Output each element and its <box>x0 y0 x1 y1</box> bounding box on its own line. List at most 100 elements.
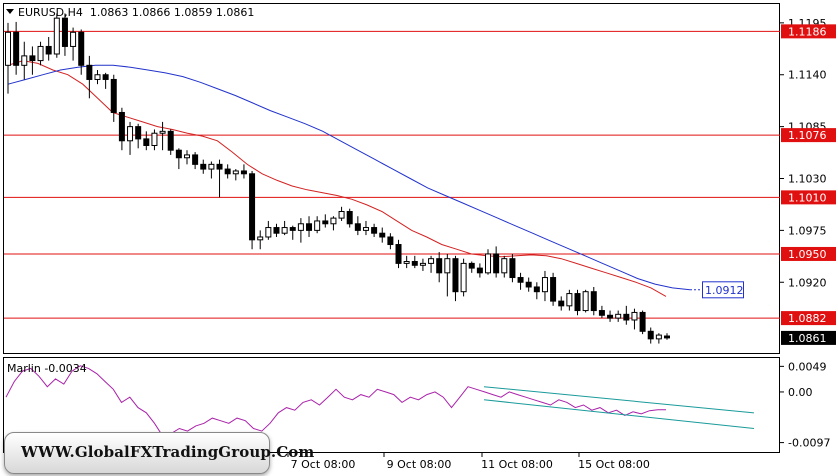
osc-tick-label: 0.00 <box>788 386 813 399</box>
candle <box>354 216 361 236</box>
time-axis: 7 Oct 08:00 9 Oct 08:00 11 Oct 08:00 15 Oct… <box>287 452 650 471</box>
candle <box>273 223 280 237</box>
candle <box>61 13 68 56</box>
candle <box>541 270 548 302</box>
candle <box>257 230 264 250</box>
symbol-header: EURUSD,H4 1.0863 1.0866 1.0859 1.0861 <box>18 6 254 19</box>
candle <box>135 123 142 149</box>
candle <box>574 289 581 316</box>
candle <box>94 70 101 85</box>
candle <box>362 220 369 236</box>
indicator-header: Marlin -0.0034 <box>7 362 87 375</box>
dropdown-triangle-icon[interactable] <box>6 9 14 14</box>
candle <box>330 216 337 231</box>
time-tick-label: 15 Oct 08:00 <box>578 458 650 471</box>
candle <box>102 72 109 89</box>
candle <box>297 218 304 243</box>
candle <box>53 13 60 58</box>
candle <box>249 170 256 250</box>
candle <box>208 161 215 179</box>
horizontal-levels <box>4 30 780 319</box>
candle <box>265 220 272 240</box>
candle <box>485 249 492 275</box>
level-label: 1.1010 <box>788 191 827 204</box>
candle <box>240 164 247 179</box>
price-tick-label: 1.0920 <box>788 276 827 289</box>
candle <box>493 246 500 278</box>
osc-tick-label: 0.0049 <box>788 360 827 373</box>
ma-slow-value-label: 1.0912 <box>705 284 744 297</box>
candle <box>639 310 646 335</box>
candle <box>403 255 410 269</box>
level-badge <box>781 128 836 143</box>
candle <box>216 159 223 198</box>
candle <box>468 261 475 273</box>
candle <box>183 150 190 165</box>
candle <box>159 121 166 151</box>
channel-upper-line[interactable] <box>483 386 755 414</box>
level-label: 1.1186 <box>788 25 827 38</box>
time-tick-label: 11 Oct 08:00 <box>481 458 553 471</box>
candle <box>517 272 524 290</box>
oscillator-line <box>5 365 666 437</box>
candle <box>127 121 134 155</box>
candle <box>411 255 418 269</box>
ma-fast-line <box>7 60 667 297</box>
candle <box>452 255 459 302</box>
candle <box>78 29 85 75</box>
candle <box>607 310 614 322</box>
candle <box>558 296 565 311</box>
candle <box>37 41 44 66</box>
candle <box>118 107 125 151</box>
candle <box>314 216 321 234</box>
oscillator <box>5 365 755 437</box>
candle <box>143 131 150 151</box>
candle <box>598 305 605 319</box>
candle <box>175 148 182 170</box>
oscillator-axis: 0.0049 0.00 -0.0097 <box>780 360 830 450</box>
candle <box>509 253 516 283</box>
candle <box>615 310 622 322</box>
level-label: 1.1076 <box>788 129 827 142</box>
candle <box>338 206 345 221</box>
level-badge <box>781 311 836 326</box>
candle <box>428 255 435 273</box>
candle <box>623 305 630 325</box>
candle <box>460 258 467 297</box>
candle <box>281 220 288 236</box>
level-label: 1.0950 <box>788 248 827 261</box>
level-badge <box>781 24 836 39</box>
candle <box>525 277 532 292</box>
time-tick-label: 7 Oct 08:00 <box>291 458 356 471</box>
candle <box>13 21 20 75</box>
candle <box>346 208 353 228</box>
candle <box>21 41 28 80</box>
candle <box>631 308 638 330</box>
level-label: 1.0882 <box>788 312 827 325</box>
watermark-text: WWW.GlobalFXTradingGroup.Com <box>21 443 315 461</box>
candle <box>664 333 670 340</box>
candle <box>306 216 313 237</box>
candle <box>5 22 11 94</box>
candle <box>151 129 158 151</box>
channel-lower-line[interactable] <box>483 399 755 429</box>
candle <box>86 55 93 99</box>
current-price-label: 1.0861 <box>788 332 827 345</box>
candle <box>533 282 540 300</box>
level-badge <box>781 246 836 261</box>
candle <box>566 289 573 311</box>
candle <box>110 74 117 122</box>
osc-tick-label: -0.0097 <box>788 437 830 450</box>
candle <box>224 164 231 179</box>
candle <box>167 129 174 155</box>
level-badge <box>781 190 836 205</box>
price-tick-label: 1.1140 <box>788 69 827 82</box>
candle <box>70 27 77 61</box>
candle <box>289 225 296 240</box>
candle <box>501 255 508 278</box>
candles <box>5 13 670 344</box>
current-price-badge <box>781 330 836 345</box>
candle <box>476 263 483 278</box>
candle <box>232 169 239 181</box>
